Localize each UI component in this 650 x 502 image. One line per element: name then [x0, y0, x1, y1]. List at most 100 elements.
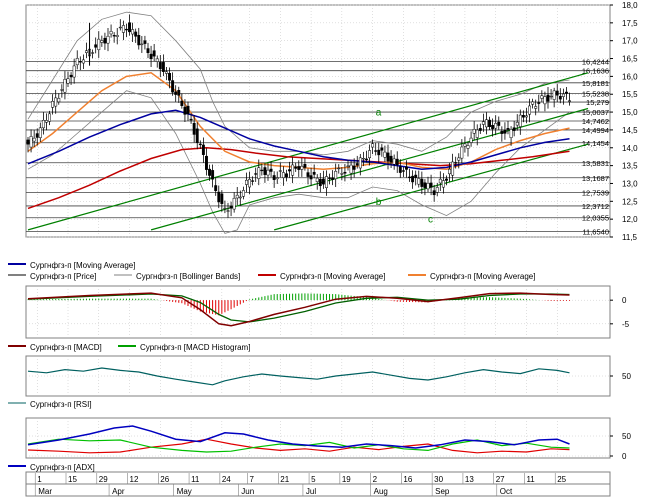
macd-y-axis: 0 -5 [610, 296, 630, 329]
bollinger-lower [27, 90, 570, 234]
candle-body-102 [340, 173, 344, 175]
macd-line [27, 292, 570, 327]
macd-pane: 0 -5 [25, 285, 630, 339]
candle-body-116 [383, 151, 387, 158]
price-ytick-label-6: 15,0 [622, 108, 638, 117]
legend-rsi: Сургнфгз-п [RSI] [30, 400, 92, 409]
candle-body-39 [146, 48, 150, 54]
candle-body-58 [205, 155, 208, 170]
candle-body-22 [94, 44, 98, 48]
candle-body-40 [149, 53, 153, 60]
day-tick-label-13: 30 [434, 475, 443, 484]
candle-body-32 [125, 28, 128, 31]
month-label-6: Sep [435, 487, 450, 496]
macd-lines [27, 292, 570, 327]
candle-body-170 [549, 95, 553, 98]
adx-pane: 50 0 [25, 417, 631, 461]
ma-blue-line [27, 109, 570, 170]
adx-lines [27, 425, 570, 454]
candle-body-139 [454, 162, 458, 164]
candle-body-120 [395, 158, 399, 165]
candle-body-149 [485, 119, 488, 128]
candle-body-142 [463, 143, 467, 147]
candle-body-156 [506, 128, 510, 130]
bollinger-upper [27, 11, 570, 156]
rsi-legend: Сургнфгз-п [RSI] [8, 400, 92, 409]
day-tick-label-7: 7 [250, 475, 255, 484]
price-level-label-8: 14,1454 [582, 139, 609, 148]
candle-body-0 [26, 139, 30, 145]
candle-body-112 [371, 143, 375, 148]
price-ytick-label-2: 17,0 [622, 37, 638, 46]
candle-body-29 [115, 35, 119, 38]
candle-body-147 [478, 128, 482, 131]
candle-body-15 [72, 65, 76, 78]
candle-body-115 [380, 147, 384, 151]
day-tick-label-1: 15 [68, 475, 77, 484]
candle-body-138 [451, 161, 455, 176]
candle-body-73 [251, 180, 255, 182]
candle-body-17 [78, 61, 82, 63]
candle-body-151 [491, 124, 495, 130]
candle-body-109 [361, 157, 365, 160]
candle-body-8 [51, 101, 55, 108]
candle-body-164 [531, 101, 535, 105]
price-ytick-label-5: 15,5 [622, 90, 638, 99]
month-label-4: Jul [306, 487, 316, 496]
candle-body-50 [180, 100, 184, 106]
adx-pane-border [25, 417, 611, 459]
price-level-label-14: 11,6540 [582, 228, 609, 237]
candle-body-79 [269, 168, 273, 172]
candle-body-54 [192, 122, 196, 135]
candle-body-130 [426, 182, 430, 190]
candle-body-52 [186, 105, 190, 115]
candle-body-26 [106, 35, 110, 44]
candle-body-155 [503, 129, 507, 134]
adx-line [27, 425, 570, 449]
candle-body-137 [448, 168, 451, 175]
day-tick-label-11: 2 [373, 475, 378, 484]
candle-body-38 [143, 40, 147, 44]
candle-body-33 [128, 22, 131, 33]
candle-body-56 [198, 143, 202, 146]
candle-body-172 [555, 90, 559, 96]
candle-body-92 [309, 175, 313, 180]
candle-body-118 [389, 155, 393, 163]
month-labels: Mar Apr May Jun Jul Aug Sep Oct [34, 484, 513, 496]
channel-line-0 [27, 72, 589, 231]
legend-bollinger: Сургнфгз-п [Bollinger Bands] [136, 272, 240, 281]
candle-body-154 [500, 130, 504, 134]
candle-body-69 [238, 196, 242, 199]
candle-body-152 [494, 123, 498, 129]
rsi-lines [27, 367, 570, 386]
candle-body-30 [118, 26, 122, 29]
price-level-label-0: 16,4244 [582, 57, 609, 66]
rsi-pane: 50 [25, 355, 631, 397]
candle-body-106 [352, 165, 356, 170]
candle-body-83 [281, 172, 285, 178]
candle-body-90 [303, 164, 307, 168]
macd-ytick-label-0: 0 [622, 296, 627, 305]
candle-body-104 [346, 165, 350, 167]
day-tick-label-4: 26 [160, 475, 169, 484]
candle-body-48 [174, 91, 178, 95]
day-tick-label-3: 12 [130, 475, 139, 484]
candle-body-16 [75, 58, 79, 66]
candle-body-122 [401, 170, 405, 172]
day-tick-label-0: 1 [37, 475, 42, 484]
candle-body-121 [398, 166, 402, 173]
price-level-label-4: 15,279 [586, 98, 609, 107]
candle-body-82 [278, 170, 282, 172]
price-level-label-5: 15,0037 [582, 108, 609, 117]
price-ytick-label-4: 16,0 [622, 72, 638, 81]
day-tick-label-5: 11 [191, 475, 200, 484]
candle-body-145 [472, 128, 476, 134]
candle-body-51 [183, 106, 187, 115]
candle-body-107 [355, 163, 359, 166]
candle-body-70 [241, 190, 245, 197]
candle-body-44 [161, 62, 165, 72]
candle-body-46 [168, 72, 171, 81]
day-tick-label-15: 27 [496, 475, 505, 484]
